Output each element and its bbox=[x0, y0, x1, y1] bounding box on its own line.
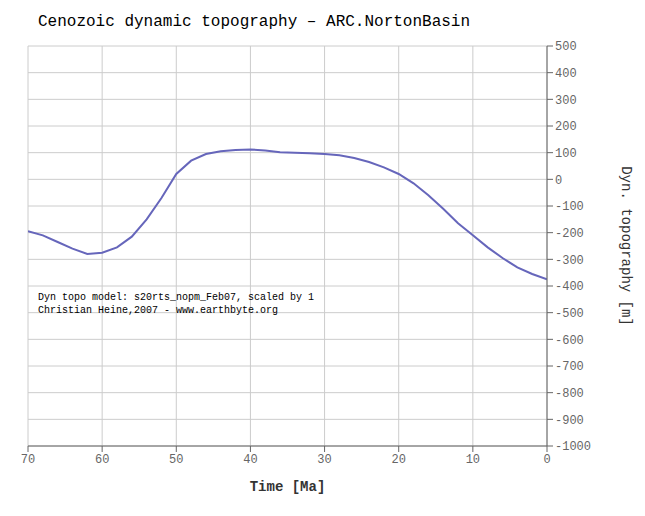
svg-text:40: 40 bbox=[243, 453, 257, 467]
svg-text:-900: -900 bbox=[555, 414, 584, 428]
html-text:Christian Heine,2007 - www.ear: Christian Heine,2007 - www.earthbyte.org bbox=[38, 305, 278, 316]
svg-text:-800: -800 bbox=[555, 387, 584, 401]
svg-text:10: 10 bbox=[466, 453, 480, 467]
svg-text:300: 300 bbox=[555, 94, 577, 108]
svg-text:-200: -200 bbox=[555, 227, 584, 241]
html-text:Cenozoic dynamic topography –: Cenozoic dynamic topography – ARC.Norton… bbox=[38, 13, 471, 31]
svg-text:30: 30 bbox=[317, 453, 331, 467]
svg-text:0: 0 bbox=[555, 174, 562, 188]
svg-text:70: 70 bbox=[21, 453, 35, 467]
svg-text:-600: -600 bbox=[555, 334, 584, 348]
svg-text:-100: -100 bbox=[555, 200, 584, 214]
svg-text:-500: -500 bbox=[555, 307, 584, 321]
svg-text:50: 50 bbox=[169, 453, 183, 467]
svg-text:-400: -400 bbox=[555, 280, 584, 294]
svg-text:100: 100 bbox=[555, 147, 577, 161]
svg-text:-700: -700 bbox=[555, 360, 584, 374]
svg-text:60: 60 bbox=[95, 453, 109, 467]
html-text:Dyn topo model: s20rts_nopm_Fe: Dyn topo model: s20rts_nopm_Feb07, scale… bbox=[38, 292, 314, 303]
svg-text:0: 0 bbox=[543, 453, 550, 467]
svg-text:-1000: -1000 bbox=[555, 440, 591, 454]
svg-text:20: 20 bbox=[392, 453, 406, 467]
svg-text:Dyn. topography [m]: Dyn. topography [m] bbox=[618, 166, 634, 326]
svg-text:Time [Ma]: Time [Ma] bbox=[250, 479, 326, 495]
svg-text:200: 200 bbox=[555, 120, 577, 134]
svg-text:-300: -300 bbox=[555, 254, 584, 268]
svg-text:500: 500 bbox=[555, 40, 577, 54]
svg-text:400: 400 bbox=[555, 67, 577, 81]
